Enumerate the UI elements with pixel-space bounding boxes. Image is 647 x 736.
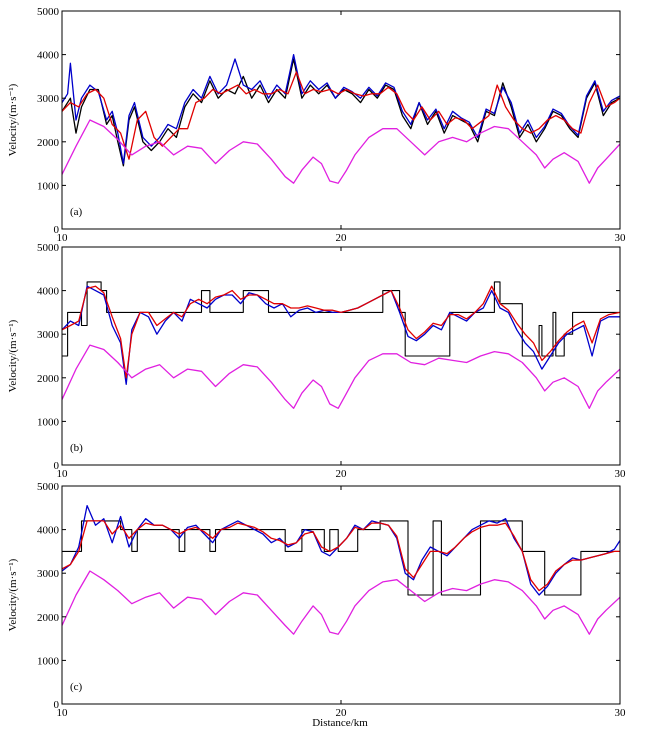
y-tick-label: 3000 — [37, 93, 60, 105]
series-group — [62, 504, 620, 635]
y-tick-label: 2000 — [37, 137, 60, 149]
x-tick-label: 30 — [615, 707, 627, 719]
x-tick-label: 20 — [336, 707, 348, 719]
chart-panel-2: 0 1000 2000 3000 4000 5000 10 20 30 (b) Velocity/(… — [7, 242, 626, 480]
y-tick-label: 4000 — [37, 286, 60, 298]
y-tick-label: 0 — [54, 460, 60, 472]
series-line-3 — [62, 71, 620, 160]
y-tick-label: 3000 — [37, 568, 60, 580]
x-tick-label: 30 — [615, 232, 627, 244]
series-line-3 — [62, 520, 620, 592]
y-tick-label: 5000 — [37, 6, 60, 18]
x-tick-label: 10 — [57, 468, 69, 480]
series-line-4 — [62, 344, 620, 409]
x-tick-label: 30 — [615, 468, 627, 480]
y-tick-label: 5000 — [37, 481, 60, 493]
x-tick-label: 20 — [336, 468, 348, 480]
y-axis-label: Velocity/(m·s⁻¹) — [7, 319, 19, 392]
x-tick-label: 10 — [57, 232, 69, 244]
series-line-4 — [62, 119, 620, 184]
series-line-4 — [62, 570, 620, 635]
series-line-2 — [62, 53, 620, 165]
y-tick-label: 2000 — [37, 612, 60, 624]
series-line-1 — [62, 281, 620, 357]
panel-label: (a) — [70, 206, 83, 218]
panel-label: (c) — [70, 681, 83, 693]
series-line-2 — [62, 285, 620, 385]
series-group — [62, 281, 620, 409]
y-tick-label: 1000 — [37, 180, 60, 192]
y-tick-label: 0 — [54, 699, 60, 711]
y-tick-label: 1000 — [37, 416, 60, 428]
x-tick-label: 10 — [57, 707, 69, 719]
y-tick-label: 0 — [54, 224, 60, 236]
chart-panel-1: 0 1000 2000 3000 4000 5000 10 20 30 (a) Velocity/(… — [7, 6, 626, 244]
plot-frame — [61, 10, 621, 230]
y-tick-label: 2000 — [37, 373, 60, 385]
y-tick-label: 4000 — [37, 525, 60, 537]
y-axis-label: Velocity/(m·s⁻¹) — [7, 558, 19, 631]
series-line-3 — [62, 285, 620, 379]
y-tick-label: 3000 — [37, 329, 60, 341]
y-tick-label: 1000 — [37, 655, 60, 667]
x-tick-label: 20 — [336, 232, 348, 244]
y-axis-label: Velocity/(m·s⁻¹) — [7, 83, 19, 156]
chart-panel-3: 0 1000 2000 3000 4000 5000 10 20 30 (c) Velocity/(… — [7, 481, 626, 719]
series-line-2 — [62, 504, 620, 596]
x-axis-label: Distance/km — [312, 717, 368, 729]
panel-label: (b) — [70, 442, 83, 454]
y-tick-label: 5000 — [37, 242, 60, 254]
y-tick-label: 4000 — [37, 50, 60, 62]
series-line-1 — [62, 520, 620, 596]
series-group — [62, 53, 620, 184]
